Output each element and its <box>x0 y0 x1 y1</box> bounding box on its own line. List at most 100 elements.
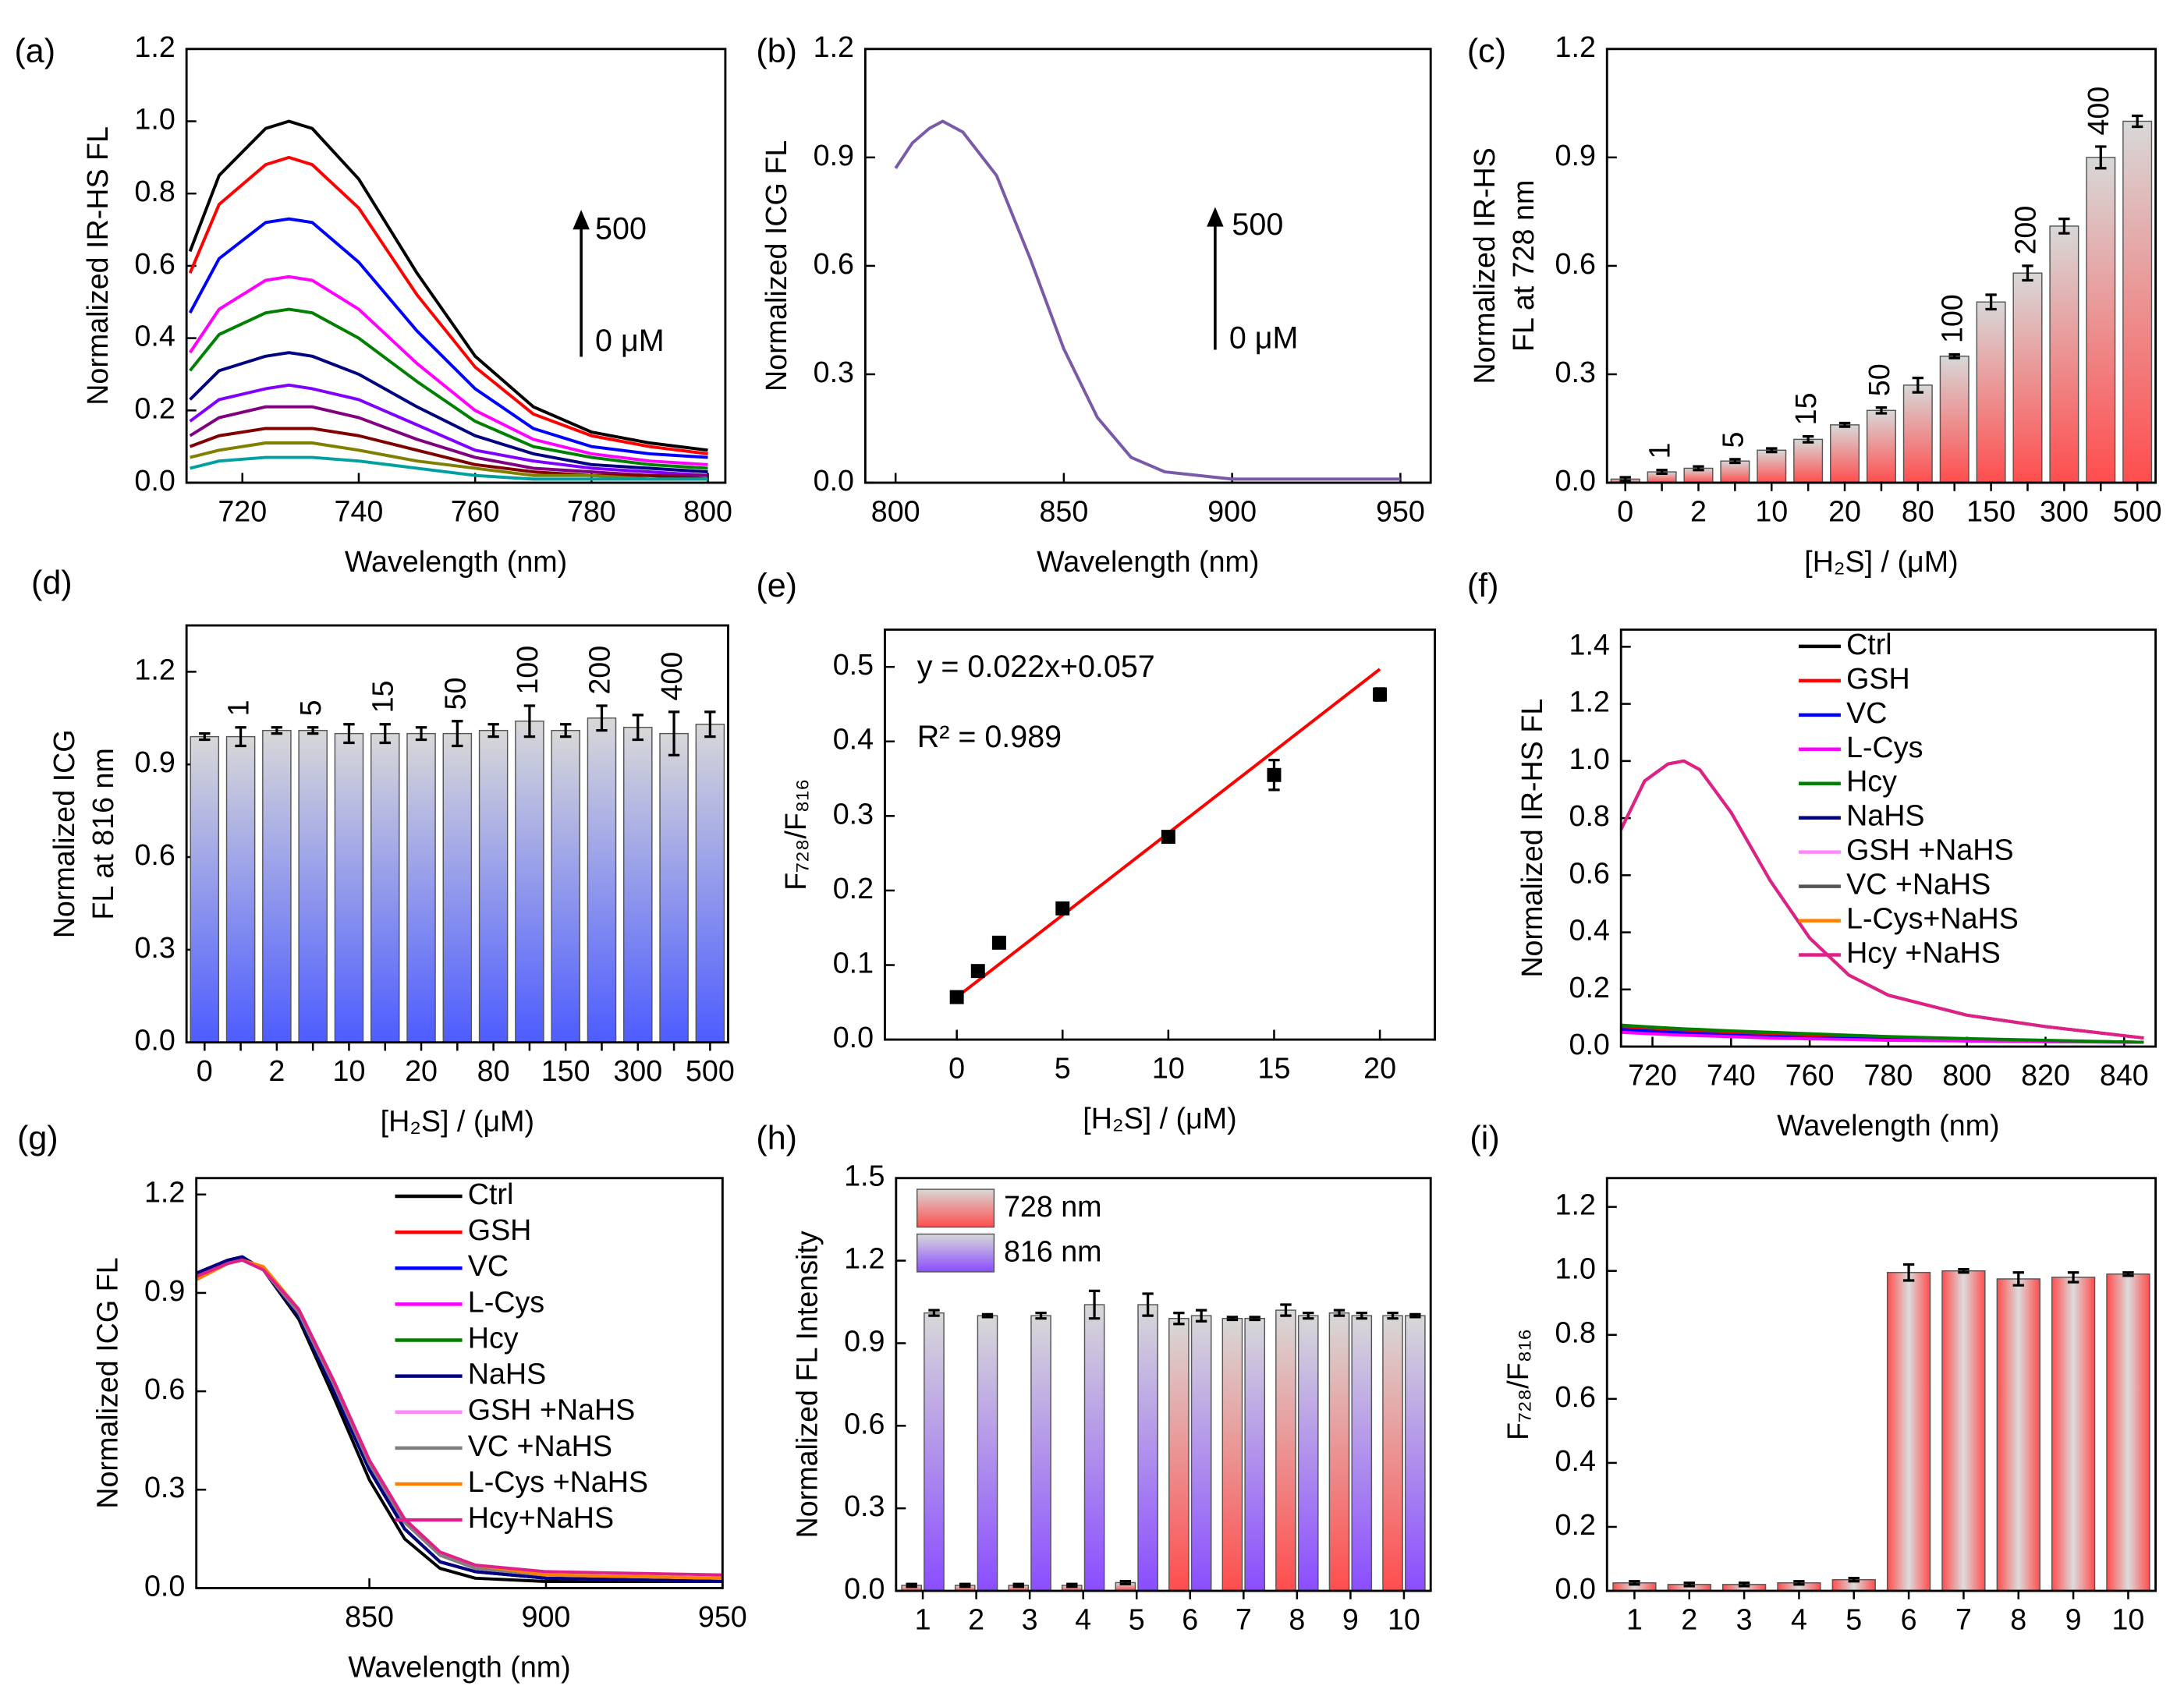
plot-frame <box>884 628 1437 1041</box>
y-tick-label: 0.6 <box>134 247 175 280</box>
spectrum-line <box>188 119 708 452</box>
x-tick-label: 300 <box>613 1054 662 1087</box>
x-tick-label: 500 <box>2113 494 2162 527</box>
bar <box>1030 1315 1051 1592</box>
error-bar <box>1766 447 1778 454</box>
y-tick-label: 0.8 <box>134 175 175 207</box>
error-bar <box>199 732 211 742</box>
x-tick-label: 3 <box>1022 1603 1038 1635</box>
legend-label: VC <box>468 1249 509 1282</box>
plot-frame <box>895 1177 1432 1592</box>
y-tick-label: 1.5 <box>844 1160 885 1192</box>
x-tick-label: 0 <box>197 1054 213 1087</box>
error-bar <box>523 704 536 738</box>
spectrum-line <box>190 441 708 481</box>
legend-label: Hcy <box>468 1321 519 1354</box>
y-tick-label: 1.2 <box>844 1242 885 1275</box>
x-axis-label: Wavelength (nm) <box>1777 1109 1999 1142</box>
bar <box>2106 1273 2150 1592</box>
error-bar <box>2095 145 2107 170</box>
x-tick-label: 4 <box>1075 1603 1091 1635</box>
x-tick-label: 80 <box>477 1054 510 1087</box>
point <box>949 990 964 1004</box>
category-label: 5 <box>1716 432 1749 448</box>
error-bar <box>1226 1316 1239 1322</box>
x-tick-label: 1 <box>1626 1603 1643 1635</box>
legend-label: VC +NaHS <box>468 1429 612 1462</box>
arrow-head <box>1207 207 1224 227</box>
error-bar <box>1280 1303 1292 1317</box>
x-tick-label: 2 <box>268 1054 285 1087</box>
panel-label: (c) <box>1467 33 1506 70</box>
y-tick-label: 0.8 <box>1555 1316 1596 1349</box>
x-axis-label: [H₂S] / (μM) <box>1083 1102 1236 1135</box>
x-tick-label: 7 <box>1236 1603 1252 1635</box>
bar <box>1996 1278 2040 1592</box>
error-bar <box>1088 1289 1101 1320</box>
y-tick-label: 0.2 <box>833 872 874 905</box>
bar <box>2086 157 2116 483</box>
y-tick-label: 0.8 <box>1569 799 1610 832</box>
error-bar <box>2131 114 2143 129</box>
error-bar <box>928 1309 940 1317</box>
x-tick-label: 300 <box>2040 494 2089 527</box>
y-tick-label: 0.3 <box>1555 356 1596 388</box>
spectrum-line <box>188 155 708 455</box>
bar <box>406 732 436 1043</box>
spectrum-line <box>195 1258 723 1580</box>
point <box>1161 830 1175 845</box>
error-bar <box>1012 1582 1024 1589</box>
bar <box>695 724 725 1043</box>
legend-label: Ctrl <box>1846 628 1892 661</box>
x-tick-label: 10 <box>1755 494 1788 527</box>
category-label: 50 <box>438 678 471 710</box>
y-tick-label: 0.0 <box>1555 464 1596 497</box>
y-tick-label: 1.0 <box>1569 742 1610 775</box>
x-tick-label: 9 <box>1342 1603 1359 1635</box>
x-tick-label: 720 <box>218 494 267 527</box>
spectrum-line <box>189 307 708 470</box>
error-bar <box>1119 1580 1132 1585</box>
point <box>1055 901 1070 916</box>
x-tick-label: 500 <box>686 1054 735 1087</box>
y-tick-label: 0.9 <box>814 139 854 172</box>
error-bar <box>1619 476 1631 483</box>
y-tick-label: 0.6 <box>1555 247 1596 280</box>
error-bar <box>1738 1581 1750 1588</box>
bar <box>587 717 617 1043</box>
y-axis-label: Normalized ICG FL <box>90 1257 123 1508</box>
legend-label: GSH +NaHS <box>1846 834 2014 866</box>
x-tick-label: 950 <box>1376 494 1425 527</box>
legend-label: 816 nm <box>1004 1235 1102 1268</box>
error-bar <box>906 1582 917 1589</box>
x-tick-label: 720 <box>1628 1058 1677 1091</box>
y-tick-label: 0.6 <box>814 247 854 280</box>
y-tick-label: 1.2 <box>134 653 175 685</box>
category-label: 100 <box>1936 294 1969 343</box>
y-axis-label: Normalized ICG FL <box>760 140 792 391</box>
annotation: 500 <box>1232 207 1283 242</box>
bar <box>262 729 292 1043</box>
y-tick-label: 0.9 <box>1555 139 1596 172</box>
category-label: 1 <box>222 700 255 716</box>
error-bar <box>488 723 499 738</box>
error-bar <box>2012 1271 2024 1287</box>
bar <box>1328 1312 1350 1592</box>
x-axis-label: Wavelength (nm) <box>348 1650 570 1683</box>
spectrum-line <box>188 217 708 459</box>
annotation: y = 0.022x+0.057 <box>917 650 1155 684</box>
y-tick-label: 0.3 <box>833 797 874 830</box>
bar <box>1405 1315 1426 1592</box>
spectrum-line <box>189 405 708 477</box>
x-tick-label: 5 <box>1845 1603 1862 1635</box>
x-tick-label: 20 <box>405 1054 438 1087</box>
legend-label: GSH +NaHS <box>468 1394 636 1426</box>
x-tick-label: 10 <box>2111 1603 2144 1635</box>
y-axis-label: FL at 816 nm <box>87 748 119 919</box>
spectrum-line <box>190 455 708 481</box>
bar <box>1275 1309 1296 1592</box>
annotation: 0 μM <box>1229 321 1299 355</box>
y-tick-label: 0.4 <box>1555 1444 1596 1477</box>
bar <box>190 735 220 1043</box>
y-tick-label: 0.9 <box>134 746 175 778</box>
